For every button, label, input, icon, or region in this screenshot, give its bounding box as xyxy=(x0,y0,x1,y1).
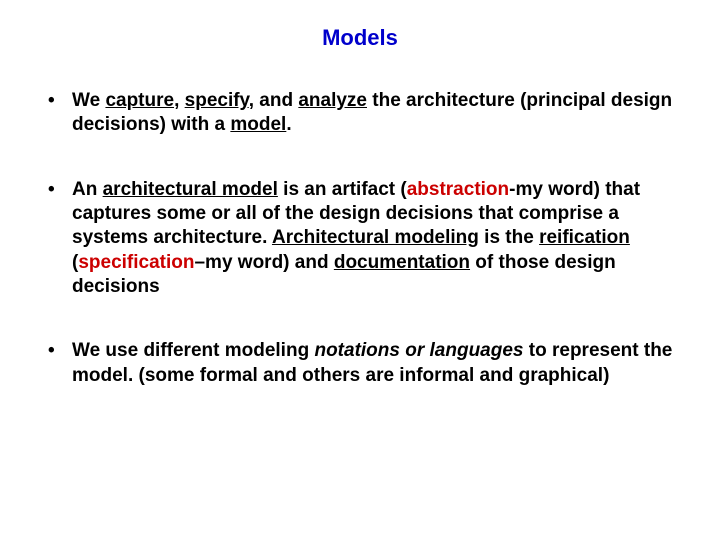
text-segment: An xyxy=(72,179,103,200)
slide-title: Models xyxy=(40,25,680,51)
text-segment: We xyxy=(72,90,105,111)
text-segment: We use different modeling xyxy=(72,340,314,361)
text-segment: model xyxy=(230,114,286,135)
text-segment: documentation xyxy=(334,252,470,273)
bullet-item: We use different modeling notations or l… xyxy=(40,339,680,388)
text-segment: , and xyxy=(249,90,299,111)
bullet-list: We capture, specify, and analyze the arc… xyxy=(40,89,680,388)
text-segment: –my word) and xyxy=(194,252,333,273)
text-segment: analyze xyxy=(298,90,367,111)
text-segment: is an artifact ( xyxy=(278,179,407,200)
text-segment: abstraction xyxy=(407,179,509,200)
text-segment: . xyxy=(286,114,291,135)
text-segment: architectural model xyxy=(103,179,278,200)
text-segment: is the xyxy=(479,227,539,248)
text-segment: reification xyxy=(539,227,630,248)
text-segment: notations or languages xyxy=(314,340,523,361)
bullet-item: An architectural model is an artifact (a… xyxy=(40,178,680,300)
text-segment: Architectural modeling xyxy=(272,227,479,248)
text-segment: specify xyxy=(185,90,249,111)
text-segment: specification xyxy=(78,252,194,273)
bullet-item: We capture, specify, and analyze the arc… xyxy=(40,89,680,138)
text-segment: capture, xyxy=(105,90,179,111)
